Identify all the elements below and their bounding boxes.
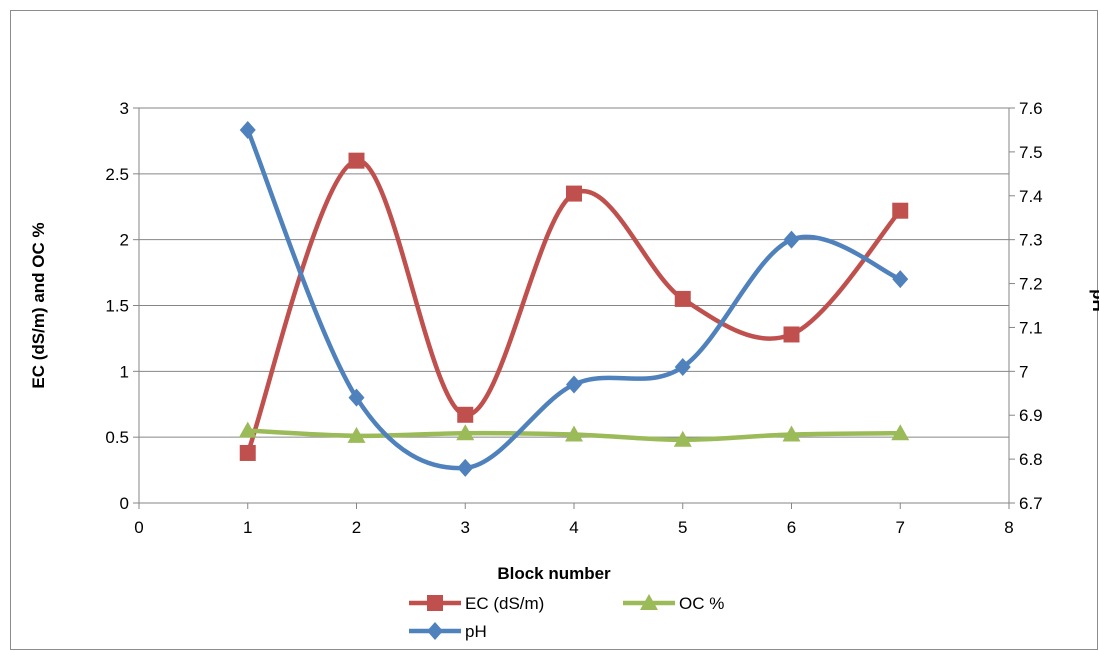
data-point-ec-ds-m (892, 202, 909, 219)
y-right-tick-label: 7.2 (1019, 275, 1043, 294)
series-line-ph (245, 129, 902, 471)
y-right-tick-label: 7 (1019, 362, 1028, 381)
data-point-oc (347, 426, 366, 443)
data-point-ec-ds-m (348, 152, 365, 169)
x-tick-label: 6 (787, 518, 796, 537)
data-point-ec-ds-m (239, 444, 256, 461)
x-tick-label: 5 (678, 518, 687, 537)
data-point-oc (891, 424, 910, 441)
line-chart: 0 0.5 1 1.5 2 2.5 3 6.7 6.8 6.9 7 7.1 7.2 7.3 7.4 7.5 7.… (29, 99, 1099, 641)
y-left-tick-label: 1 (120, 362, 129, 381)
y-right-tick-label: 7.6 (1019, 99, 1043, 118)
legend-marker (427, 622, 443, 640)
x-tick-label: 4 (569, 518, 578, 537)
x-tick-label: 3 (461, 518, 470, 537)
x-tick-label: 0 (134, 518, 143, 537)
data-point-ph (239, 120, 256, 139)
legend-item-ph: pH (409, 622, 487, 641)
y-left-tick-label: 0 (120, 494, 129, 513)
data-point-oc (238, 421, 257, 438)
data-point-ec-ds-m (674, 290, 691, 307)
y-axis-title-left: EC (dS/m) and OC % (29, 222, 48, 388)
x-tick-label: 7 (896, 518, 905, 537)
y-right-tick-label: 7.1 (1019, 318, 1043, 337)
x-tick-label: 2 (352, 518, 361, 537)
y-left-tick-label: 2.5 (105, 165, 129, 184)
chart-area: 0 0.5 1 1.5 2 2.5 3 6.7 6.8 6.9 7 7.1 7.2 7.3 7.4 7.5 7.… (10, 10, 1099, 650)
y-right-tick-label: 7.4 (1019, 187, 1043, 206)
data-point-ph (892, 270, 909, 289)
data-point-ph (674, 357, 691, 376)
legend-marker (427, 595, 443, 611)
legend-item-oc: OC % (623, 594, 724, 613)
series-line-ec-ds-m (245, 158, 902, 454)
data-point-ph (566, 375, 582, 394)
y-left-tick-label: 3 (120, 99, 129, 118)
y-right-tick-label: 6.7 (1019, 494, 1043, 513)
y-right-tick-label: 6.8 (1019, 450, 1043, 469)
data-point-ph (457, 458, 474, 477)
x-tick-label: 1 (243, 518, 252, 537)
data-point-ec-ds-m (783, 326, 800, 343)
y-axis-title-right: pH (1089, 289, 1099, 312)
data-point-ph (783, 230, 800, 249)
y-left-tick-label: 0.5 (105, 428, 129, 447)
data-point-ec-ds-m (566, 185, 582, 202)
legend-label: pH (465, 622, 487, 641)
legend-label: EC (dS/m) (465, 594, 544, 613)
legend-marker (640, 594, 658, 610)
y-left-tick-label: 1.5 (105, 297, 129, 316)
data-point-ph (348, 388, 365, 407)
x-tick-label: 8 (1004, 518, 1013, 537)
y-right-tick-label: 6.9 (1019, 406, 1043, 425)
legend-item-ec-ds-m: EC (dS/m) (409, 594, 544, 613)
y-right-tick-label: 7.5 (1019, 143, 1043, 162)
data-point-oc (456, 424, 475, 441)
y-right-tick-label: 7.3 (1019, 231, 1043, 250)
legend-label: OC % (679, 594, 724, 613)
data-point-ec-ds-m (457, 406, 474, 423)
data-point-oc (565, 425, 583, 442)
data-point-oc (673, 430, 692, 447)
x-axis-title: Block number (497, 564, 611, 583)
data-point-oc (782, 425, 801, 442)
y-left-tick-label: 2 (120, 231, 129, 250)
